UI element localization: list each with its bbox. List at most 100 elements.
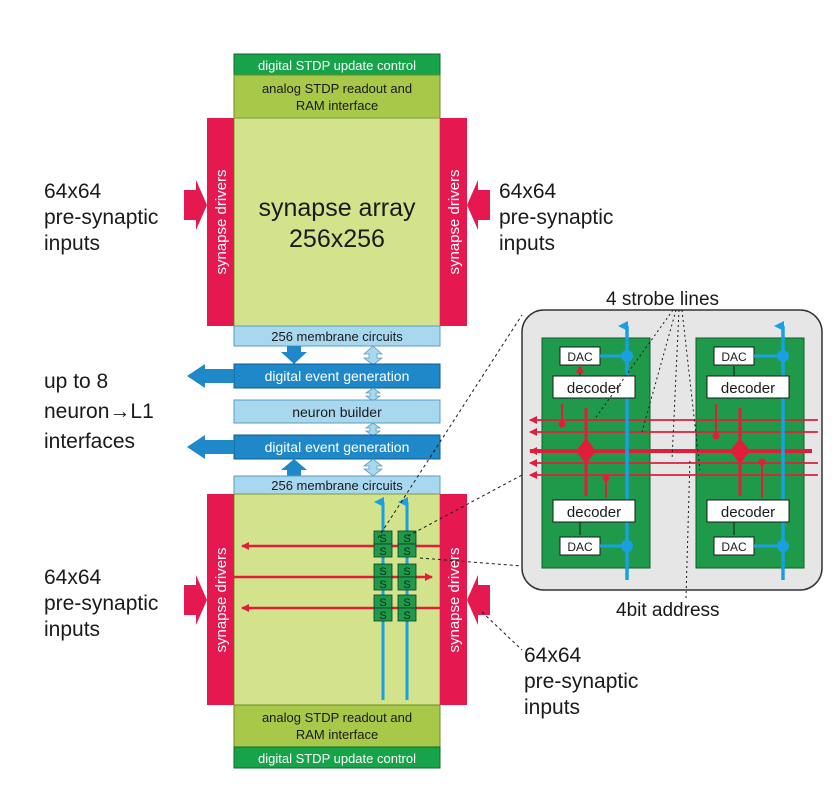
red-node-left-1 xyxy=(558,420,566,428)
output-arrow-upper xyxy=(187,364,234,388)
synapse-cell-label: S xyxy=(403,597,410,609)
dac-node-right-bottom xyxy=(777,540,789,552)
bottom-analog-readout-line2: RAM interface xyxy=(296,727,378,742)
top-array-size: 256x256 xyxy=(289,225,385,253)
synapse-cell-label: S xyxy=(403,610,410,622)
output-label-3: interfaces xyxy=(44,430,135,453)
red-node-right-2 xyxy=(758,458,766,466)
bottom-input-right-leader xyxy=(481,611,523,651)
up-arrow-lower xyxy=(281,459,307,476)
decoder-label-right-bottom: decoder xyxy=(721,504,775,521)
dac-node-right-top xyxy=(777,350,789,362)
bottom-input-left-2: pre-synaptic xyxy=(44,592,158,615)
detail-callout: DAC decoder decoder DAC DAC decoder xyxy=(377,289,823,621)
bottom-input-arrow-right xyxy=(467,575,490,625)
output-label-2: neuron→L1 xyxy=(44,400,154,423)
red-node-left-2 xyxy=(602,474,610,482)
address-leader xyxy=(685,457,691,599)
bottom-digital-control-label: digital STDP update control xyxy=(258,751,416,766)
synapse-cell-label: S xyxy=(379,579,386,591)
top-digital-control-label: digital STDP update control xyxy=(258,58,416,73)
top-input-right-3: inputs xyxy=(499,232,555,255)
detail-left-top: DAC decoder xyxy=(552,346,636,399)
synapse-cell-label: S xyxy=(403,579,410,591)
callout-leader-1 xyxy=(377,314,523,539)
dac-label-left-bottom: DAC xyxy=(567,540,593,554)
detail-right-top: DAC decoder xyxy=(706,346,790,399)
dac-node-left-top xyxy=(621,350,633,362)
top-input-arrow-left xyxy=(184,180,207,230)
event-gen-upper-box xyxy=(233,363,441,389)
synapse-cell xyxy=(373,576,393,591)
red-diamond-right xyxy=(730,438,750,464)
down-arrow-upper xyxy=(281,346,307,364)
decoder-box-left-top xyxy=(552,375,636,399)
decoder-label-left-bottom: decoder xyxy=(567,504,621,521)
top-input-left-2: pre-synaptic xyxy=(44,206,158,229)
detail-red-verticals xyxy=(558,404,766,498)
bottom-input-left-1: 64x64 xyxy=(44,566,102,589)
event-gen-upper-label: digital event generation xyxy=(265,368,410,384)
callout-leader-3 xyxy=(419,557,523,567)
top-input-left-1: 64x64 xyxy=(44,180,102,203)
top-membrane-box xyxy=(233,325,441,347)
top-synapse-drivers-right-label: synapse drivers xyxy=(446,169,463,274)
decoder-label-right-top: decoder xyxy=(721,380,775,397)
event-gen-lower-box xyxy=(233,434,441,460)
middle-section: digital event generation neuron builder … xyxy=(44,345,441,477)
address-label: 4bit address xyxy=(616,600,720,621)
dac-label-left-top: DAC xyxy=(567,350,593,364)
bottom-input-right-2: pre-synaptic xyxy=(524,670,638,693)
synapse-cell-label: S xyxy=(403,566,410,578)
bottom-analog-readout-box xyxy=(233,704,441,748)
top-input-right-2: pre-synaptic xyxy=(499,206,613,229)
decoder-label-left-top: decoder xyxy=(567,380,621,397)
bottom-half: 256 membrane circuits synapse drivers sy… xyxy=(44,475,638,769)
bottom-input-arrow-left xyxy=(184,575,207,625)
synapse-cell-label: S xyxy=(379,546,386,558)
bottom-synapse-drivers-right xyxy=(440,494,467,705)
bidir-arrow-mid1 xyxy=(364,387,382,402)
synapse-cell xyxy=(373,607,393,622)
synapse-cell-label: S xyxy=(403,533,410,545)
synapse-cell xyxy=(397,576,417,591)
strobe-leader-3 xyxy=(671,309,680,461)
decoder-box-right-bottom xyxy=(706,499,790,523)
bidir-arrow-mid2 xyxy=(364,422,382,437)
neuron-builder-box xyxy=(233,399,441,424)
detail-left-bottom: decoder DAC xyxy=(552,499,636,556)
top-synapse-drivers-left xyxy=(207,118,234,326)
decoder-box-left-bottom xyxy=(552,499,636,523)
bottom-membrane-label: 256 membrane circuits xyxy=(271,478,403,493)
bottom-input-right-1: 64x64 xyxy=(524,644,582,667)
decoder-box-right-top xyxy=(706,375,790,399)
bottom-synapse-drivers-left xyxy=(207,494,234,705)
bidir-arrow-upper xyxy=(362,345,384,366)
bidir-arrow-lower xyxy=(362,458,384,477)
synapse-cell-label: S xyxy=(379,610,386,622)
top-input-arrow-right xyxy=(467,180,490,230)
synapse-cell-label: S xyxy=(379,597,386,609)
synapse-cell-label: S xyxy=(379,566,386,578)
bottom-synapse-drivers-right-label: synapse drivers xyxy=(446,547,463,652)
strobe-leader-4 xyxy=(681,309,701,471)
dac-label-right-top: DAC xyxy=(721,350,747,364)
synapse-cell xyxy=(397,607,417,622)
top-analog-readout-line2: RAM interface xyxy=(296,98,378,113)
output-label-1: up to 8 xyxy=(44,370,108,393)
strobe-leader-2 xyxy=(641,309,677,433)
top-synapse-drivers-left-label: synapse drivers xyxy=(213,169,230,274)
synapse-cell-label: S xyxy=(379,533,386,545)
bottom-input-left-3: inputs xyxy=(44,618,100,641)
synapse-cells: S SS SS SS SS SS S xyxy=(373,530,417,622)
bottom-input-right-3: inputs xyxy=(524,696,580,719)
top-input-right-1: 64x64 xyxy=(499,180,557,203)
synapse-cell-label: S xyxy=(403,546,410,558)
bottom-synapse-drivers-left-label: synapse drivers xyxy=(213,547,230,652)
top-half: digital STDP update control analog STDP … xyxy=(44,53,613,347)
output-arrow-lower xyxy=(187,435,234,459)
event-gen-lower-label: digital event generation xyxy=(265,439,410,455)
dac-node-left-bottom xyxy=(621,540,633,552)
bottom-analog-readout-line1: analog STDP readout and xyxy=(262,710,412,725)
neuron-builder-label: neuron builder xyxy=(292,404,382,420)
